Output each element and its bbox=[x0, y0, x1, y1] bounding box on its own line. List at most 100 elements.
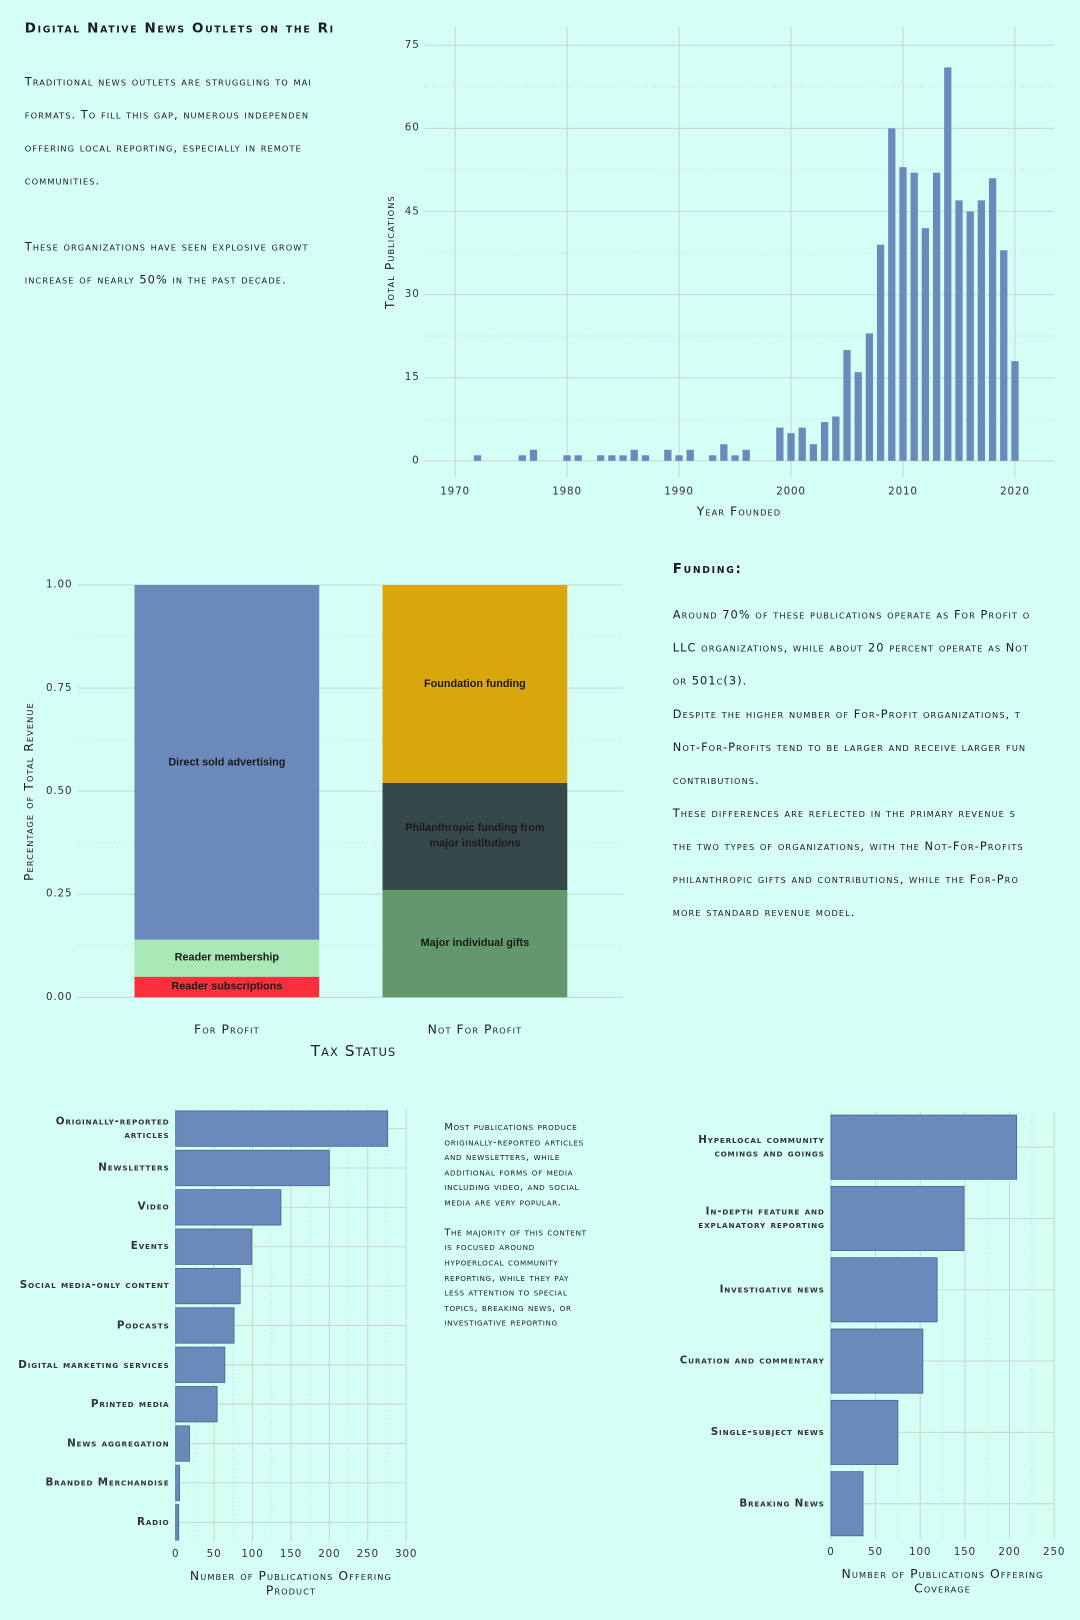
bar bbox=[830, 1399, 899, 1465]
category-label: Branded Merchandise bbox=[45, 1477, 170, 1489]
segment-label: Direct sold advertising bbox=[168, 755, 286, 768]
x-tick-label: 1970 bbox=[440, 486, 470, 498]
bar bbox=[830, 1328, 924, 1394]
intro-text: formats. To fill this gap, numerous inde… bbox=[24, 107, 310, 122]
segment-label: Foundation funding bbox=[423, 677, 526, 690]
category-label: Social media-only content bbox=[19, 1280, 170, 1292]
bar bbox=[175, 1504, 180, 1541]
x-tick-label: 50 bbox=[868, 1546, 883, 1558]
intro-text: increase of nearly 50% in the past decad… bbox=[24, 273, 287, 287]
bar bbox=[888, 128, 896, 461]
bar bbox=[988, 178, 997, 461]
funding-text: These differences are reflected in the p… bbox=[672, 806, 1016, 821]
y-tick-label: 0.25 bbox=[46, 888, 73, 900]
bar-segment bbox=[134, 976, 320, 998]
x-tick-label: 2000 bbox=[776, 486, 806, 498]
x-tick-label: 50 bbox=[206, 1548, 222, 1561]
note-text: The majority of this content bbox=[444, 1227, 587, 1239]
category-label: Newsletters bbox=[98, 1162, 170, 1174]
bar bbox=[865, 333, 874, 461]
bar bbox=[529, 449, 538, 461]
bar bbox=[955, 200, 963, 461]
category-label: Single-subject news bbox=[710, 1426, 825, 1439]
x-tick-label: 1980 bbox=[552, 486, 582, 498]
intro-text: communities. bbox=[24, 174, 101, 188]
note-text: media are very popular. bbox=[444, 1197, 562, 1209]
bar bbox=[720, 444, 728, 461]
bar bbox=[473, 455, 482, 461]
y-axis-label: Total Publications bbox=[382, 194, 397, 309]
x-tick-label: 250 bbox=[356, 1548, 379, 1561]
intro-text: Traditional news outlets are struggling … bbox=[24, 74, 312, 89]
x-tick-label: 250 bbox=[1043, 1546, 1066, 1558]
note-text: and newsletters, while bbox=[444, 1151, 560, 1164]
bar bbox=[175, 1110, 389, 1147]
category-label: Originally-reported articles bbox=[55, 1116, 170, 1142]
funding-text: Despite the higher number of For-Profit … bbox=[672, 707, 1021, 721]
funding-title: Funding: bbox=[672, 561, 743, 578]
segment-label: Reader subscriptions bbox=[171, 980, 283, 993]
x-tick-label: 2010 bbox=[888, 486, 918, 498]
bar bbox=[977, 200, 986, 461]
bar bbox=[742, 449, 750, 461]
bar bbox=[1011, 361, 1019, 461]
bar bbox=[708, 455, 717, 461]
y-tick-label: 0.75 bbox=[46, 682, 73, 694]
x-tick-label: 100 bbox=[241, 1548, 264, 1561]
category-label: Podcasts bbox=[116, 1319, 170, 1332]
bar bbox=[830, 1257, 938, 1323]
bar bbox=[686, 449, 694, 461]
bar bbox=[809, 444, 818, 461]
note-text: originally-reported articles bbox=[444, 1136, 584, 1149]
x-axis-label: Number of Publications Offering Coverage bbox=[841, 1566, 1044, 1596]
funding-text: the two types of organizations, with the… bbox=[672, 839, 1024, 854]
note-text: including video, and social bbox=[444, 1181, 580, 1194]
x-tick-label: 0 bbox=[827, 1546, 835, 1558]
note-text: investigative reporting bbox=[444, 1317, 558, 1329]
bar bbox=[597, 455, 605, 461]
note-text: less attention to special bbox=[444, 1287, 568, 1299]
bar bbox=[820, 422, 829, 461]
y-tick-label: 0 bbox=[412, 455, 420, 467]
y-tick-label: 45 bbox=[404, 205, 420, 218]
bar bbox=[664, 449, 672, 461]
x-tick-label: 2020 bbox=[1000, 486, 1030, 498]
x-tick-label: 300 bbox=[395, 1548, 418, 1561]
bar bbox=[175, 1386, 218, 1423]
bar bbox=[876, 244, 885, 461]
note-text: is focused around bbox=[444, 1242, 535, 1254]
note-text: reporting, while they pay bbox=[444, 1272, 570, 1284]
funding-text: contributions. bbox=[672, 773, 760, 788]
bar bbox=[932, 172, 941, 461]
bar bbox=[966, 211, 974, 461]
category-label: News aggregation bbox=[67, 1437, 170, 1450]
intro-text: offering local reporting, especially in … bbox=[24, 141, 302, 155]
bar bbox=[175, 1307, 235, 1344]
bar bbox=[830, 1471, 864, 1537]
bar bbox=[175, 1464, 180, 1502]
bar bbox=[175, 1425, 190, 1462]
bar-segment bbox=[134, 584, 320, 940]
y-tick-label: 1.00 bbox=[46, 579, 73, 591]
bar bbox=[899, 167, 907, 461]
bar bbox=[175, 1267, 241, 1305]
bar bbox=[798, 427, 806, 461]
note-text: topics, breaking news, or bbox=[444, 1302, 572, 1314]
funding-text: Around 70% of these publications operate… bbox=[672, 608, 1031, 622]
category-label: Events bbox=[130, 1241, 170, 1253]
y-tick-label: 75 bbox=[404, 39, 420, 51]
bar bbox=[175, 1189, 282, 1226]
bar bbox=[832, 416, 840, 461]
x-tick-label: For Profit bbox=[194, 1022, 260, 1037]
bar bbox=[641, 455, 650, 461]
bar bbox=[175, 1149, 330, 1187]
bar bbox=[675, 455, 683, 461]
bar bbox=[1000, 250, 1008, 461]
bar-segment bbox=[382, 782, 568, 891]
segment-label: Reader membership bbox=[174, 951, 280, 964]
bar bbox=[776, 427, 784, 461]
bar bbox=[630, 449, 638, 461]
bar bbox=[608, 455, 616, 461]
bar bbox=[944, 67, 952, 461]
